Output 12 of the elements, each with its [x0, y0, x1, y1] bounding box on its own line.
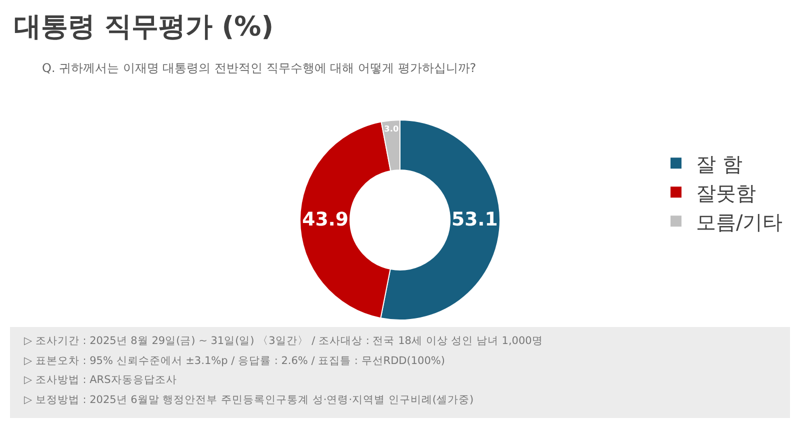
text: ▷ 표본오차 : 95% 신뢰수준에서 ±3.1%p / 응답률 : 2.6% / 표집틀 : 무선RDD(100%): [24, 355, 445, 367]
legend-label: 모름/기타: [696, 210, 783, 234]
data-label: 43.9: [302, 210, 349, 231]
text: ▷ 보정방법 : 2025년 6월말 행정안전부 주민등록인구통계 성·연령·지역별 인구비례(셀가중): [24, 394, 474, 406]
text: ▷ 조사기간 : 2025년 8월 29일(금) ~ 31일(일) 〈3일간〉 / 조사대상 : 전국 18세 이상 성인 남녀 1,000명: [24, 335, 543, 347]
text: ▷ 조사방법 : ARS자동응답조사: [24, 374, 177, 386]
data-label: 3.0: [384, 123, 399, 134]
legend-label: 잘못함: [696, 180, 756, 205]
chart-title: 대통령 직무평가 (%): [14, 11, 274, 42]
legend-label: 잘 함: [696, 152, 742, 176]
data-label: 53.1: [451, 210, 498, 231]
chart-subtitle: Q. 귀하께서는 이재명 대통령의 전반적인 직무수행에 대해 어떻게 평가하십니까?: [42, 61, 476, 75]
